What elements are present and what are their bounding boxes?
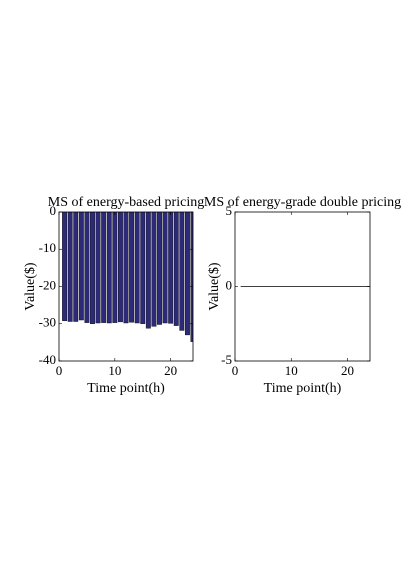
bar [112, 212, 118, 323]
bar [151, 212, 157, 327]
y-tick-label: -20 [39, 277, 56, 292]
bar [123, 212, 129, 324]
y-axis-label: Value($) [23, 262, 38, 311]
plot-area [62, 212, 193, 342]
chart-title: MS of energy-based pricing [48, 195, 204, 210]
bar [173, 212, 179, 326]
bar [106, 212, 112, 324]
bar [134, 212, 140, 324]
x-tick-label: 20 [164, 363, 177, 378]
y-tick-label: -10 [39, 240, 56, 255]
bar [95, 212, 101, 324]
bar [78, 212, 84, 321]
y-tick-label: 0 [50, 203, 57, 218]
bar [84, 212, 90, 323]
bar [117, 212, 123, 323]
x-tick-label: 10 [108, 363, 121, 378]
chart-title: MS of energy-grade double pricing [204, 195, 401, 210]
bar [90, 212, 95, 324]
y-axis-label: Value($) [207, 262, 222, 311]
bar [129, 212, 135, 323]
y-tick-label: -5 [221, 352, 232, 367]
bar [157, 212, 162, 325]
bar [140, 212, 146, 324]
x-tick-label: 20 [341, 363, 354, 378]
x-tick-label: 10 [285, 363, 298, 378]
y-tick-label: -40 [39, 352, 56, 367]
bar [67, 212, 73, 322]
x-axis-label: Time point(h) [264, 381, 342, 396]
y-tick-label: -30 [39, 315, 56, 330]
y-tick-label: 5 [226, 203, 233, 218]
x-tick-label: 0 [56, 363, 63, 378]
bar [179, 212, 185, 331]
y-tick-label: 0 [226, 277, 233, 292]
bar [184, 212, 190, 336]
x-axis-label: Time point(h) [87, 381, 165, 396]
bar [73, 212, 79, 322]
bar [101, 212, 107, 323]
x-tick-label: 0 [232, 363, 239, 378]
bar [168, 212, 174, 324]
bar [145, 212, 151, 329]
bar [62, 212, 68, 321]
bar [162, 212, 168, 324]
